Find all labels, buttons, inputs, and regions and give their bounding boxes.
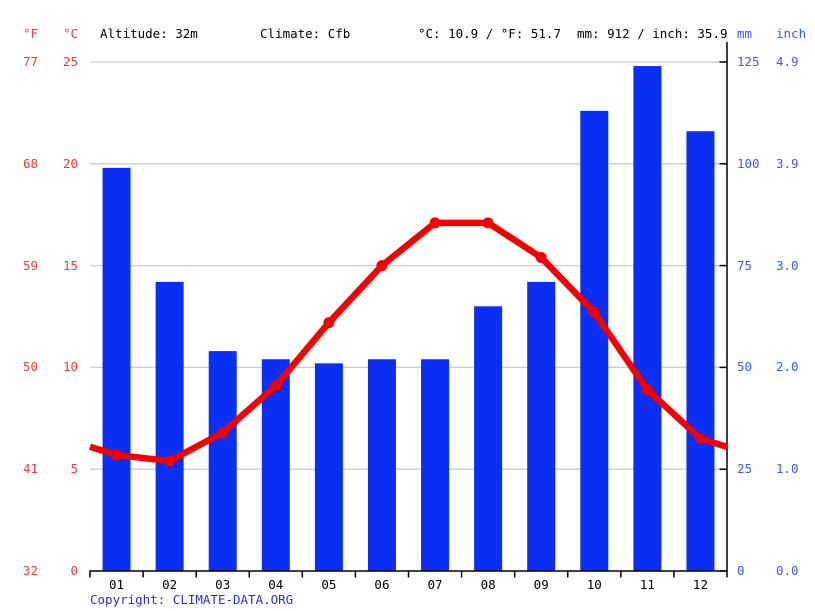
celsius-tick-label: 20 <box>62 155 78 171</box>
copyright: Copyright: CLIMATE-DATA.ORG <box>90 592 293 607</box>
temperature-point-10 <box>588 306 600 318</box>
month-label-04: 04 <box>268 577 284 592</box>
mm-tick-label: 75 <box>737 257 753 273</box>
copyright-label: Copyright: <box>90 592 173 607</box>
temperature-point-01 <box>111 449 123 461</box>
mm-tick-label: 100 <box>737 155 760 171</box>
temperature-point-05 <box>323 317 335 329</box>
precipitation-bar-10 <box>580 110 609 571</box>
month-label-05: 05 <box>321 577 337 592</box>
inch-tick-label: 0.0 <box>776 563 799 578</box>
temperature-point-12 <box>694 433 706 445</box>
climate-classification-label: Climate: Cfb <box>260 26 351 41</box>
month-label-06: 06 <box>374 577 390 592</box>
mm-tick-label: 0 <box>737 563 745 578</box>
temperature-point-02 <box>164 455 176 467</box>
precipitation-bar-06 <box>367 359 396 571</box>
fahrenheit-tick-label: 77 <box>22 54 38 69</box>
fahrenheit-tick-label: 68 <box>22 155 38 171</box>
month-label-09: 09 <box>533 577 549 592</box>
precipitation-bar-09 <box>527 281 556 571</box>
celsius-tick-label: 25 <box>62 54 78 69</box>
inch-tick-label: 4.9 <box>776 54 799 69</box>
temperature-point-03 <box>217 427 229 439</box>
celsius-tick-label: 5 <box>70 461 78 477</box>
month-label-08: 08 <box>480 577 496 592</box>
mm-unit-label: mm <box>737 26 753 41</box>
average-temperature-label: °C: 10.9 / °F: 51.7 <box>418 26 561 41</box>
temperature-point-06 <box>376 260 388 272</box>
celsius-tick-label: 15 <box>62 257 78 273</box>
month-label-01: 01 <box>109 577 125 592</box>
copyright-link[interactable]: CLIMATE-DATA.ORG <box>172 592 294 607</box>
precipitation-bar-02 <box>155 281 184 571</box>
precipitation-bar-12 <box>686 131 715 571</box>
month-label-03: 03 <box>215 577 231 592</box>
temperature-line <box>89 219 728 465</box>
celsius-tick-label: 0 <box>70 563 78 578</box>
month-label-02: 02 <box>162 577 178 592</box>
inch-tick-label: 3.9 <box>776 155 799 171</box>
precipitation-bar-05 <box>314 363 343 571</box>
inch-unit-label: inch <box>776 26 807 41</box>
precipitation-bar-07 <box>421 359 450 571</box>
inch-tick-label: 3.0 <box>776 257 799 273</box>
fahrenheit-tick-label: 32 <box>22 563 38 578</box>
precipitation-bar-08 <box>474 306 503 571</box>
inch-tick-label: 1.0 <box>776 461 799 477</box>
month-label-11: 11 <box>639 577 655 592</box>
precipitation-bar-03 <box>208 351 237 571</box>
annual-precipitation-label: mm: 912 / inch: 35.9 <box>577 26 728 41</box>
month-label-07: 07 <box>427 577 443 592</box>
precipitation-bar-01 <box>102 167 131 571</box>
temperature-point-04 <box>270 380 282 392</box>
temperature-point-08 <box>482 217 494 229</box>
month-label-10: 10 <box>586 577 602 592</box>
celsius-unit-label: °C <box>62 26 78 41</box>
month-label-12: 12 <box>692 577 708 592</box>
fahrenheit-tick-label: 50 <box>22 359 38 375</box>
fahrenheit-tick-label: 41 <box>22 461 38 477</box>
temperature-point-11 <box>641 384 653 396</box>
inch-tick-label: 2.0 <box>776 359 799 375</box>
temperature-point-09 <box>535 251 547 263</box>
celsius-tick-label: 10 <box>62 359 78 375</box>
temperature-point-07 <box>429 217 441 229</box>
mm-tick-label: 50 <box>737 359 753 375</box>
mm-tick-label: 25 <box>737 461 753 477</box>
precipitation-bar-11 <box>633 66 662 572</box>
altitude-label: Altitude: 32m <box>100 26 198 41</box>
fahrenheit-tick-label: 59 <box>22 257 38 273</box>
fahrenheit-unit-label: °F <box>22 26 38 41</box>
mm-tick-label: 125 <box>737 54 760 69</box>
